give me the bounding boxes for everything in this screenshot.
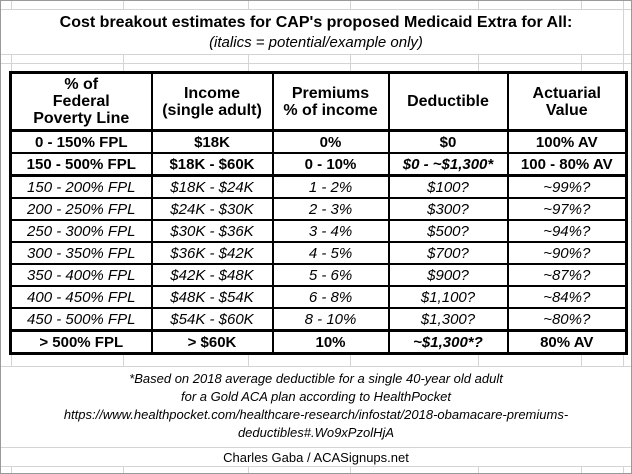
av-cell: ~84%? [506, 285, 628, 309]
fpl-cell: 400 - 450% FPL [9, 285, 153, 309]
income-cell: $18K - $24K [150, 174, 274, 199]
deductible-cell: $500? [387, 219, 509, 243]
av-cell: ~87%? [506, 263, 628, 287]
income-cell: $24K - $30K [150, 197, 274, 221]
table-row: 0 - 150% FPL $18K 0% $0 100% AV [9, 129, 628, 154]
av-cell: ~94%? [506, 219, 628, 243]
premium-cell: 0 - 10% [271, 152, 390, 177]
gridline [1, 353, 631, 366]
deductible-cell: $900? [387, 263, 509, 287]
premium-cell: 0% [271, 129, 390, 154]
title-block: Cost breakout estimates for CAP's propos… [1, 12, 631, 53]
table-row: 450 - 500% FPL $54K - $60K 8 - 10% $1,30… [9, 307, 628, 332]
gridline [1, 466, 631, 473]
footnote-line: for a Gold ACA plan according to HealthP… [180, 389, 452, 404]
income-cell: $18K [150, 129, 274, 154]
income-cell: > $60K [150, 329, 274, 355]
av-cell: ~97%? [506, 197, 628, 221]
premium-cell: 4 - 5% [271, 241, 390, 265]
deductible-cell: $100? [387, 174, 509, 199]
av-cell: 100% AV [506, 129, 628, 154]
deductible-cell: $300? [387, 197, 509, 221]
av-cell: 100 - 80% AV [506, 152, 628, 177]
premium-cell: 2 - 3% [271, 197, 390, 221]
table-row: 350 - 400% FPL $42K - $48K 5 - 6% $900? … [9, 263, 628, 287]
col-header-premiums: Premiums % of income [271, 71, 390, 132]
gridline [1, 366, 631, 367]
fpl-cell: 300 - 350% FPL [9, 241, 153, 265]
deductible-cell: $700? [387, 241, 509, 265]
income-cell: $54K - $60K [150, 307, 274, 332]
col-header-income: Income (single adult) [150, 71, 274, 132]
income-cell: $36K - $42K [150, 241, 274, 265]
col-header-fpl: % of Federal Poverty Line [9, 71, 153, 132]
deductible-cell: ~$1,300*? [387, 329, 509, 355]
fpl-cell: 150 - 200% FPL [9, 174, 153, 199]
footnote: *Based on 2018 average deductible for a … [1, 370, 631, 442]
deductible-cell: $0 [387, 129, 509, 154]
gridline [1, 1, 631, 9]
fpl-cell: 150 - 500% FPL [9, 152, 153, 177]
gridline [1, 54, 631, 71]
table-row: 400 - 450% FPL $48K - $54K 6 - 8% $1,100… [9, 285, 628, 309]
footnote-line: *Based on 2018 average deductible for a … [129, 371, 503, 386]
premium-cell: 8 - 10% [271, 307, 390, 332]
gridline [1, 9, 631, 54]
col-header-actuarial-value: Actuarial Value [506, 71, 628, 132]
table-row: 150 - 500% FPL $18K - $60K 0 - 10% $0 - … [9, 152, 628, 177]
av-cell: 80% AV [506, 329, 628, 355]
income-cell: $48K - $54K [150, 285, 274, 309]
fpl-cell: > 500% FPL [9, 329, 153, 355]
fpl-cell: 250 - 300% FPL [9, 219, 153, 243]
premium-cell: 3 - 4% [271, 219, 390, 243]
table-row: > 500% FPL > $60K 10% ~$1,300*? 80% AV [9, 329, 628, 355]
table-row: 150 - 200% FPL $18K - $24K 1 - 2% $100? … [9, 174, 628, 199]
premium-cell: 5 - 6% [271, 263, 390, 287]
premium-cell: 10% [271, 329, 390, 355]
av-cell: ~90%? [506, 241, 628, 265]
table-row: 200 - 250% FPL $24K - $30K 2 - 3% $300? … [9, 197, 628, 221]
deductible-cell: $1,300? [387, 307, 509, 332]
deductible-cell: $1,100? [387, 285, 509, 309]
col-header-deductible: Deductible [387, 71, 509, 132]
fpl-cell: 0 - 150% FPL [9, 129, 153, 154]
fpl-cell: 200 - 250% FPL [9, 197, 153, 221]
income-cell: $30K - $36K [150, 219, 274, 243]
premium-cell: 1 - 2% [271, 174, 390, 199]
table-row: 250 - 300% FPL $30K - $36K 3 - 4% $500? … [9, 219, 628, 243]
page-subtitle: (italics = potential/example only) [209, 34, 423, 51]
fpl-cell: 350 - 400% FPL [9, 263, 153, 287]
income-cell: $42K - $48K [150, 263, 274, 287]
footnote-url-line: deductibles#.Wo9xPzolHjA [237, 425, 395, 440]
header-row: % of Federal Poverty Line Income (single… [9, 71, 628, 132]
gridline [1, 447, 631, 448]
deductible-cell: $0 - ~$1,300* [387, 152, 509, 177]
income-cell: $18K - $60K [150, 152, 274, 177]
av-cell: ~80%? [506, 307, 628, 332]
footnote-url-line: https://www.healthpocket.com/healthcare-… [63, 407, 569, 422]
credit-line: Charles Gaba / ACASignups.net [223, 450, 409, 465]
page-title: Cost breakout estimates for CAP's propos… [59, 14, 573, 31]
cost-table: % of Federal Poverty Line Income (single… [9, 71, 628, 355]
premium-cell: 6 - 8% [271, 285, 390, 309]
av-cell: ~99%? [506, 174, 628, 199]
fpl-cell: 450 - 500% FPL [9, 307, 153, 332]
table-row: 300 - 350% FPL $36K - $42K 4 - 5% $700? … [9, 241, 628, 265]
